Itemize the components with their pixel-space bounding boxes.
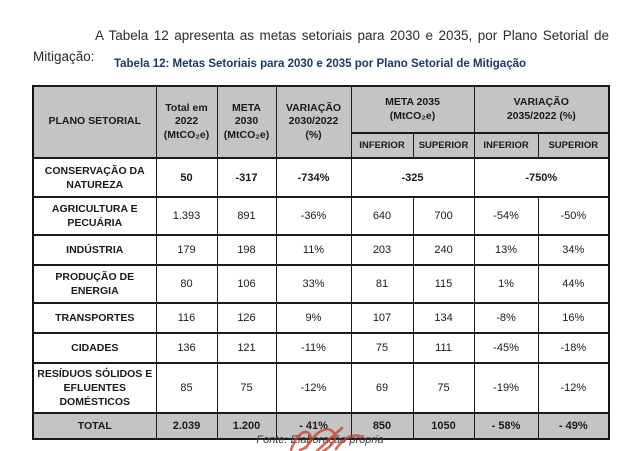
sectoral-targets-table: PLANO SETORIAL Total em 2022 (MtCO₂e) ME…	[32, 85, 611, 440]
sector-name: TRANSPORTES	[32, 302, 157, 334]
header-meta-2035-inferior: INFERIOR	[350, 132, 414, 159]
header-meta-2030: META 2030 (MtCO₂e)	[216, 85, 277, 159]
cell-meta-2035-inferior: 203	[350, 234, 414, 266]
table-row: INDÚSTRIA 179 198 11% 203 240 13% 34%	[32, 234, 610, 266]
table-row: TRANSPORTES 116 126 9% 107 134 -8% 16%	[32, 302, 610, 334]
cell-meta-2035-superior: 115	[412, 264, 475, 304]
cell-meta-2030: 121	[216, 332, 277, 364]
cell-var-2030: 33%	[275, 264, 352, 304]
cell-total-2022: 2.039	[155, 412, 218, 440]
table-row: CIDADES 136 121 -11% 75 111 -45% -18%	[32, 332, 610, 364]
sector-name: INDÚSTRIA	[32, 234, 157, 266]
cell-var-2035-superior: -12%	[537, 362, 610, 414]
cell-var-2030: 9%	[275, 302, 352, 334]
header-variacao-2030-2022: VARIAÇÃO 2030/2022 (%)	[275, 85, 352, 159]
cell-total-2022: 136	[155, 332, 218, 364]
table-caption: Tabela 12: Metas Setoriais para 2030 e 2…	[113, 58, 527, 70]
cell-meta-2035-inferior: 640	[350, 196, 414, 236]
header-variacao-2035-inferior: INFERIOR	[473, 132, 539, 159]
cell-var-2035-inferior: -8%	[473, 302, 539, 334]
header-row-main: PLANO SETORIAL Total em 2022 (MtCO₂e) ME…	[32, 85, 610, 159]
cell-var-2030: -36%	[275, 196, 352, 236]
cell-meta-2035-superior: 1050	[412, 412, 475, 440]
cell-total-2022: 1.393	[155, 196, 218, 236]
cell-total-2022: 50	[155, 157, 218, 198]
table-row: CONSERVAÇÃO DA NATUREZA 50 -317 -734% -325 -7…	[32, 157, 610, 198]
cell-var-2030: -734%	[275, 157, 352, 198]
cell-var-2035-inferior: 1%	[473, 264, 539, 304]
cell-total-2022: 80	[155, 264, 218, 304]
cell-var-2030: 11%	[275, 234, 352, 266]
cell-var-2030: -12%	[275, 362, 352, 414]
cell-total-2022: 85	[155, 362, 218, 414]
cell-meta-2035-superior: 134	[412, 302, 475, 334]
cell-meta-2035-superior: 111	[412, 332, 475, 364]
sector-name: CONSERVAÇÃO DA NATUREZA	[32, 157, 157, 198]
cell-var-2035-inferior: -19%	[473, 362, 539, 414]
header-total-2022: Total em 2022 (MtCO₂e)	[155, 85, 218, 159]
cell-meta-2030: -317	[216, 157, 277, 198]
cell-var-2035-superior: 34%	[537, 234, 610, 266]
cell-meta-2030: 198	[216, 234, 277, 266]
sector-name: PRODUÇÃO DE ENERGIA	[32, 264, 157, 304]
cell-meta-2035-inferior: 81	[350, 264, 414, 304]
header-row-sub: INFERIOR SUPERIOR INFERIOR SUPERIOR	[33, 132, 610, 159]
table-row: PRODUÇÃO DE ENERGIA 80 106 33% 81 115 1% 44%	[32, 264, 610, 304]
table-row: RESÍDUOS SÓLIDOS E EFLUENTES DOMÉSTICOS 8…	[32, 362, 610, 414]
source-caption: Fonte: Elaboração própria	[256, 434, 384, 446]
header-meta-2035: META 2035 (MtCO₂e)	[350, 85, 475, 134]
sector-name: CIDADES	[32, 332, 157, 364]
cell-var-2030: -11%	[275, 332, 352, 364]
table-row: AGRICULTURA E PECUÁRIA 1.393 891 -36% 640 700…	[32, 196, 610, 236]
header-plano-setorial: PLANO SETORIAL	[32, 85, 157, 159]
intro-paragraph: A Tabela 12 apresenta as metas setoriais…	[33, 27, 609, 64]
cell-var-2035-inferior: -54%	[473, 196, 539, 236]
cell-meta-2035-superior: 700	[412, 196, 475, 236]
cell-var-2035-superior: 16%	[537, 302, 610, 334]
cell-meta-2035-superior: 75	[412, 362, 475, 414]
cell-meta-2035-inferior: 75	[350, 332, 414, 364]
header-meta-2035-superior: SUPERIOR	[412, 132, 475, 159]
cell-meta-2030: 75	[216, 362, 277, 414]
cell-var-2035-inferior: 13%	[473, 234, 539, 266]
cell-meta-2030: 891	[216, 196, 277, 236]
sector-name: RESÍDUOS SÓLIDOS E EFLUENTES DOMÉSTICOS	[32, 362, 157, 414]
sector-name: TOTAL	[32, 412, 157, 440]
cell-meta-2035-inferior: 850	[350, 412, 414, 440]
cell-meta-2035-superior: 240	[412, 234, 475, 266]
cell-meta-2030: 106	[216, 264, 277, 304]
cell-var-2035-superior: 44%	[537, 264, 610, 304]
cell-meta-2030: 1.200	[216, 412, 277, 440]
cell-meta-2035-inferior: 69	[350, 362, 414, 414]
cell-var-2035-superior: -50%	[537, 196, 610, 236]
cell-meta-2035-inferior: 107	[350, 302, 414, 334]
cell-var-2035: -750%	[473, 157, 610, 198]
cell-total-2022: 179	[155, 234, 218, 266]
cell-meta-2035: -325	[350, 157, 475, 198]
cell-var-2035-inferior: -45%	[473, 332, 539, 364]
sector-name: AGRICULTURA E PECUÁRIA	[32, 196, 157, 236]
cell-var-2035-superior: -18%	[537, 332, 610, 364]
header-variacao-2035-superior: SUPERIOR	[537, 132, 610, 159]
table-row-total: TOTAL 2.039 1.200- 41% 850 1050- 58% - 49%	[32, 412, 610, 440]
cell-meta-2030: 126	[216, 302, 277, 334]
cell-var-2035-superior: - 49%	[537, 412, 610, 440]
table-body: CONSERVAÇÃO DA NATUREZA 50 -317 -734% -325 -7…	[32, 157, 610, 440]
cell-var-2035-inferior: - 58%	[473, 412, 539, 440]
header-variacao-2035-2022: VARIAÇÃO 2035/2022 (%)	[473, 85, 610, 134]
table-header: PLANO SETORIAL Total em 2022 (MtCO₂e) ME…	[32, 85, 610, 159]
cell-total-2022: 116	[155, 302, 218, 334]
